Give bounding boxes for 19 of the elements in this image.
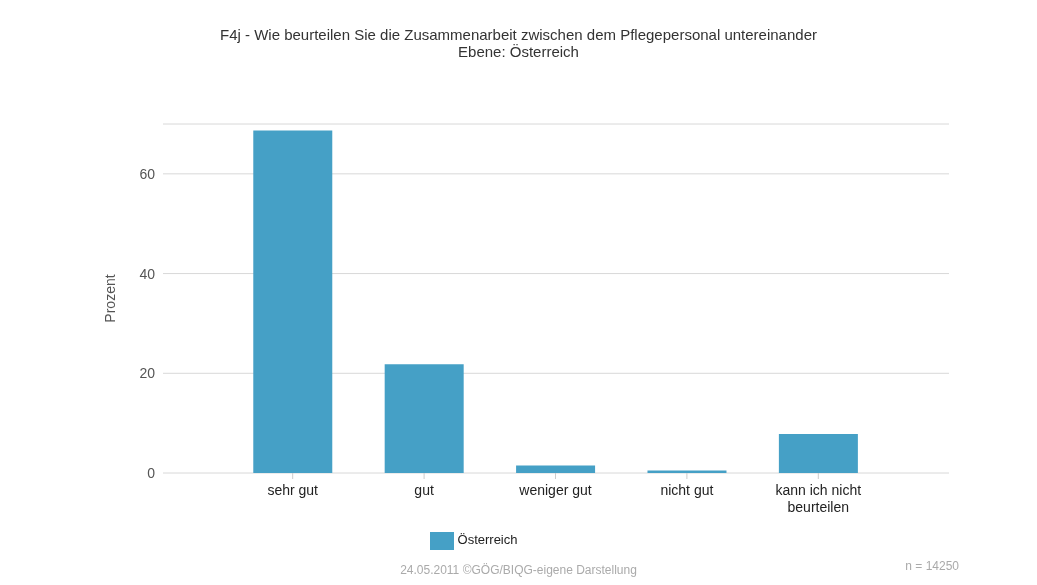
y-tick-label: 20 bbox=[139, 365, 156, 382]
chart-subtitle: Ebene: Österreich bbox=[457, 43, 580, 60]
x-tick-label: kann ich nicht beurteilen bbox=[775, 482, 862, 515]
y-tick-label: 40 bbox=[139, 265, 156, 282]
y-axis-title: Prozent bbox=[101, 274, 118, 323]
text: 24.05.2011 ©GÖG/BIQG-eigene Darstellung bbox=[400, 563, 637, 577]
y-tick-label: 60 bbox=[139, 165, 156, 182]
bar bbox=[778, 434, 858, 473]
bar bbox=[516, 465, 596, 473]
x-tick-label: weniger gut bbox=[518, 482, 592, 498]
bar bbox=[253, 130, 333, 473]
legend-label: Österreich bbox=[457, 532, 518, 548]
x-tick-label: sehr gut bbox=[267, 482, 319, 498]
x-tick-label: nicht gut bbox=[660, 482, 714, 498]
y-tick-label: 0 bbox=[147, 464, 156, 481]
text: n = 14250 bbox=[905, 559, 959, 573]
x-tick-label: gut bbox=[414, 482, 434, 498]
bar bbox=[384, 364, 464, 473]
chart-title: F4j - Wie beurteilen Sie die Zusammenarbeit zwischen dem Pflegepersonal untereinander bbox=[219, 26, 818, 43]
